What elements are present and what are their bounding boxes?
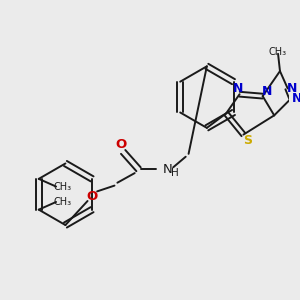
- Text: N: N: [232, 82, 243, 95]
- Text: CH₃: CH₃: [269, 47, 287, 57]
- Text: N: N: [292, 92, 300, 104]
- Text: N: N: [262, 85, 273, 98]
- Text: CH₃: CH₃: [54, 197, 72, 207]
- Text: CH₃: CH₃: [54, 182, 72, 192]
- Text: N: N: [287, 82, 298, 95]
- Text: N: N: [163, 163, 172, 176]
- Text: H: H: [171, 168, 179, 178]
- Text: O: O: [116, 138, 127, 151]
- Text: O: O: [87, 190, 98, 203]
- Text: S: S: [243, 134, 252, 147]
